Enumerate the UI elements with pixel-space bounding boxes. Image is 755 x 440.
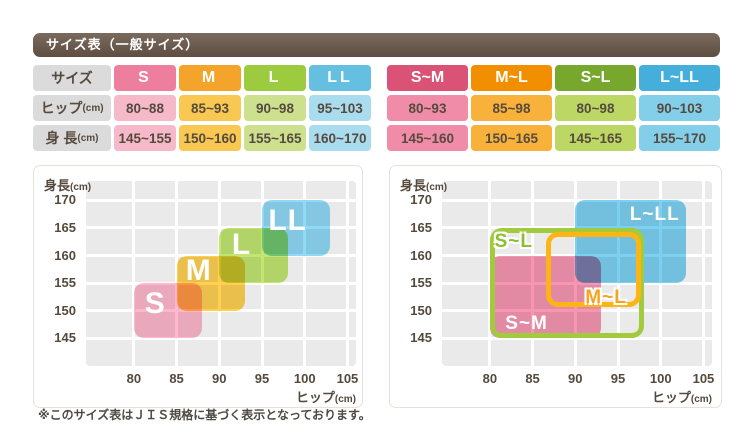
row-header-size: サイズ xyxy=(33,65,111,91)
size-col-S-hip: 80~88 xyxy=(114,95,176,121)
gridline-y-170 xyxy=(86,198,356,202)
size-col-M-header: M xyxy=(179,65,241,91)
size-region-label-M: M xyxy=(185,254,212,287)
x-tick-95: 95 xyxy=(254,371,270,386)
x-tick-90: 90 xyxy=(212,371,227,386)
size-region-M~L xyxy=(545,231,641,307)
chart-panel-basic: 80 85 90 95 100 105 145 150 155 160 165 170 身長(cm) ヒッ… xyxy=(33,165,363,408)
page-title: サイズ表（一般サイズ） xyxy=(33,33,720,57)
y-tick-160: 160 xyxy=(54,247,76,263)
y-tick-150: 150 xyxy=(54,302,76,318)
y-tick-145: 145 xyxy=(54,330,76,346)
y-tick-165: 165 xyxy=(54,219,76,235)
size-col-L~LL-height: 155~170 xyxy=(639,125,720,151)
x-tick-80: 80 xyxy=(482,371,498,386)
gridline-y-170 xyxy=(442,198,712,202)
x-axis-label: ヒップ(cm) xyxy=(651,390,712,405)
gridline-x-100 xyxy=(303,181,307,366)
gridline-y-145 xyxy=(442,336,712,340)
x-tick-85: 85 xyxy=(525,371,540,386)
x-tick-100: 100 xyxy=(649,371,672,386)
y-tick-170: 170 xyxy=(54,192,76,208)
y-tick-170: 170 xyxy=(410,192,432,208)
gridline-y-165 xyxy=(86,226,356,230)
size-col-S-height: 145~155 xyxy=(114,125,176,151)
size-col-M-hip: 85~93 xyxy=(179,95,241,121)
size-region-S~L xyxy=(489,227,644,339)
x-tick-100: 100 xyxy=(293,371,316,386)
size-col-LL-height: 160~170 xyxy=(309,125,371,151)
size-col-L-header: L xyxy=(244,65,306,91)
size-col-S-header: S xyxy=(114,65,176,91)
size-region-label-L~LL: L~LL xyxy=(629,204,680,226)
size-region-label-L: L xyxy=(231,227,252,261)
y-axis-label: 身長(cm) xyxy=(44,178,92,193)
x-tick-80: 80 xyxy=(126,371,142,386)
size-col-S~M-header: S~M xyxy=(387,65,468,91)
size-col-S~L-hip: 80~98 xyxy=(555,95,636,121)
gridline-x-80 xyxy=(132,181,136,366)
size-region-label-S: S xyxy=(144,286,166,320)
y-axis-label: 身長(cm) xyxy=(400,178,448,193)
gridline-y-145 xyxy=(86,336,356,340)
size-table-basic: サイズ S M L LL ヒップ (cm) 80~88 85~93 90~98 95~103 身 長(… xyxy=(33,65,371,151)
chart-panel-range: 80 85 90 95 100 105 145 150 155 160 165 170 身長(cm) ヒッ… xyxy=(389,165,722,408)
size-col-M~L-height: 150~165 xyxy=(471,125,552,151)
size-col-S~M-height: 145~160 xyxy=(387,125,468,151)
row-header-height: 身 長 (cm) xyxy=(33,125,111,151)
size-col-S~M-hip: 80~93 xyxy=(387,95,468,121)
size-table-range: S~M M~L S~L L~LL 80~93 85~98 80~98 90~103 145~16… xyxy=(387,65,720,151)
size-region-label-S~M: S~M xyxy=(505,313,548,335)
y-tick-150: 150 xyxy=(410,302,432,318)
footnote: ※このサイズ表はＪＩＳ規格に基づく表示となっております。 xyxy=(38,408,371,422)
size-region-S~M xyxy=(489,255,601,339)
size-region-label-LL: LL xyxy=(268,203,307,237)
y-tick-145: 145 xyxy=(410,330,432,346)
size-col-L-height: 155~165 xyxy=(244,125,306,151)
size-col-M~L-hip: 85~98 xyxy=(471,95,552,121)
size-region-label-S~L: S~L xyxy=(494,231,533,253)
size-col-S~L-header: S~L xyxy=(555,65,636,91)
gridline-y-150 xyxy=(86,309,356,313)
x-tick-85: 85 xyxy=(169,371,184,386)
size-col-LL-hip: 95~103 xyxy=(309,95,371,121)
size-col-M~L-header: M~L xyxy=(471,65,552,91)
gridline-x-105 xyxy=(701,181,705,366)
size-col-M-height: 150~160 xyxy=(179,125,241,151)
x-tick-95: 95 xyxy=(610,371,626,386)
size-col-L~LL-hip: 90~103 xyxy=(639,95,720,121)
y-tick-155: 155 xyxy=(54,275,76,291)
size-region-label-M~L: M~L xyxy=(585,287,627,309)
row-header-hip: ヒップ (cm) xyxy=(33,95,111,121)
x-tick-105: 105 xyxy=(336,371,359,386)
size-col-L-hip: 90~98 xyxy=(244,95,306,121)
gridline-x-105 xyxy=(345,181,349,366)
x-tick-105: 105 xyxy=(692,371,715,386)
y-tick-155: 155 xyxy=(410,275,432,291)
x-tick-90: 90 xyxy=(568,371,583,386)
size-col-LL-header: LL xyxy=(309,65,371,91)
x-axis-label: ヒップ(cm) xyxy=(295,390,356,405)
y-tick-160: 160 xyxy=(410,247,432,263)
size-col-L~LL-header: L~LL xyxy=(639,65,720,91)
size-region-LL xyxy=(262,200,331,256)
size-col-S~L-height: 145~165 xyxy=(555,125,636,151)
y-tick-165: 165 xyxy=(410,219,432,235)
